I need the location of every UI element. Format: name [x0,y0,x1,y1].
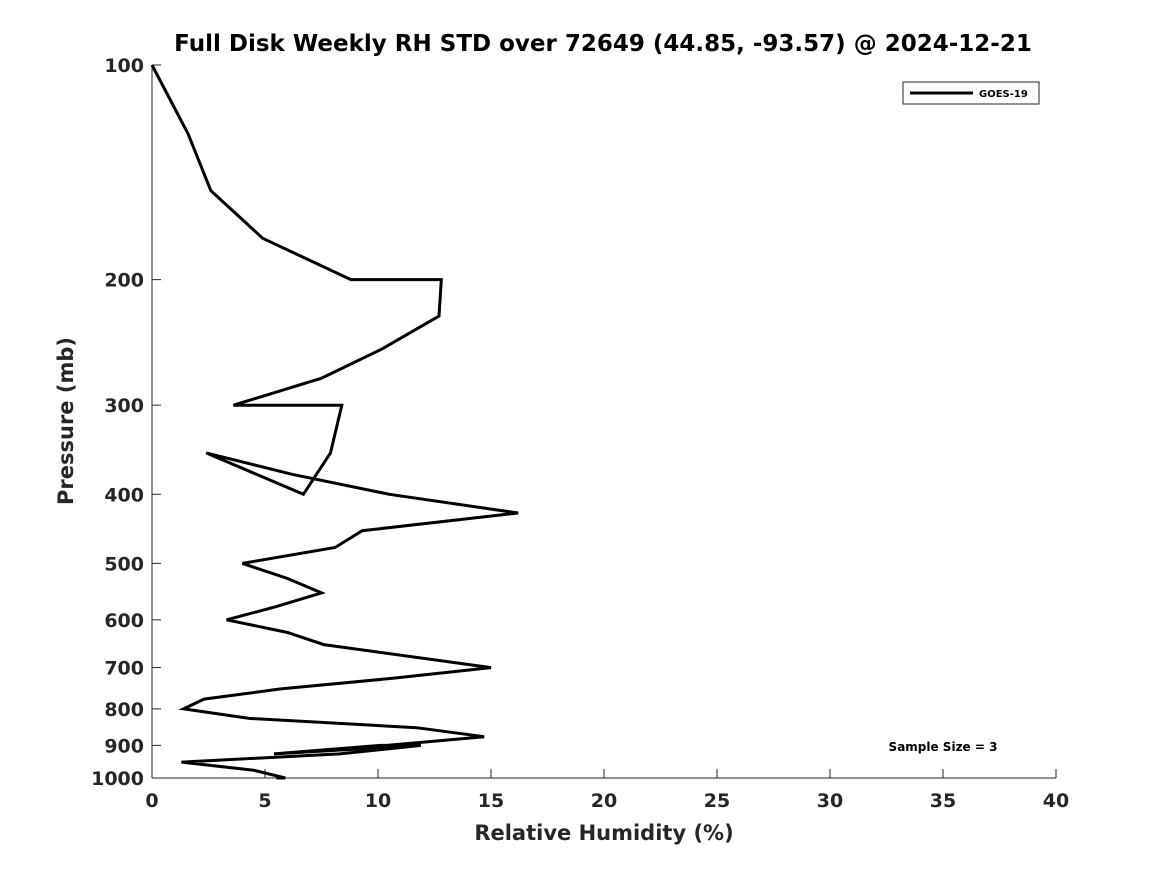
y-tick-label: 600 [104,610,144,632]
x-tick-label: 25 [704,790,730,812]
y-tick-label: 900 [104,735,144,757]
series-line-goes-19 [150,64,519,780]
legend-label: GOES-19 [979,89,1028,100]
x-tick-label: 30 [817,790,843,812]
x-tick-label: 10 [365,790,391,812]
y-tick-label: 500 [104,553,144,575]
x-tick-label: 35 [930,790,956,812]
sample-size-annotation: Sample Size = 3 [889,740,998,754]
y-axis-label: Pressure (mb) [54,337,78,505]
x-axis-label: Relative Humidity (%) [474,821,733,845]
y-tick-label: 100 [104,55,144,77]
legend: GOES-19 [902,81,1040,105]
x-tick-label: 5 [258,790,271,812]
chart-title: Full Disk Weekly RH STD over 72649 (44.8… [174,31,1032,57]
y-tick-label: 700 [104,658,144,680]
y-tick-label: 800 [104,699,144,721]
x-tick-label: 0 [145,790,158,812]
plot-area [150,64,519,780]
axes: 0 5 10 15 20 25 30 35 40 100 200 300 400 500 600 700 800… [91,55,1069,812]
y-tick-label: 200 [104,270,144,292]
x-tick-label: 40 [1043,790,1069,812]
y-tick-label: 1000 [91,768,144,790]
x-tick-label: 20 [591,790,617,812]
x-tick-label: 15 [478,790,504,812]
y-tick-label: 300 [104,395,144,417]
y-tick-label: 400 [104,484,144,506]
